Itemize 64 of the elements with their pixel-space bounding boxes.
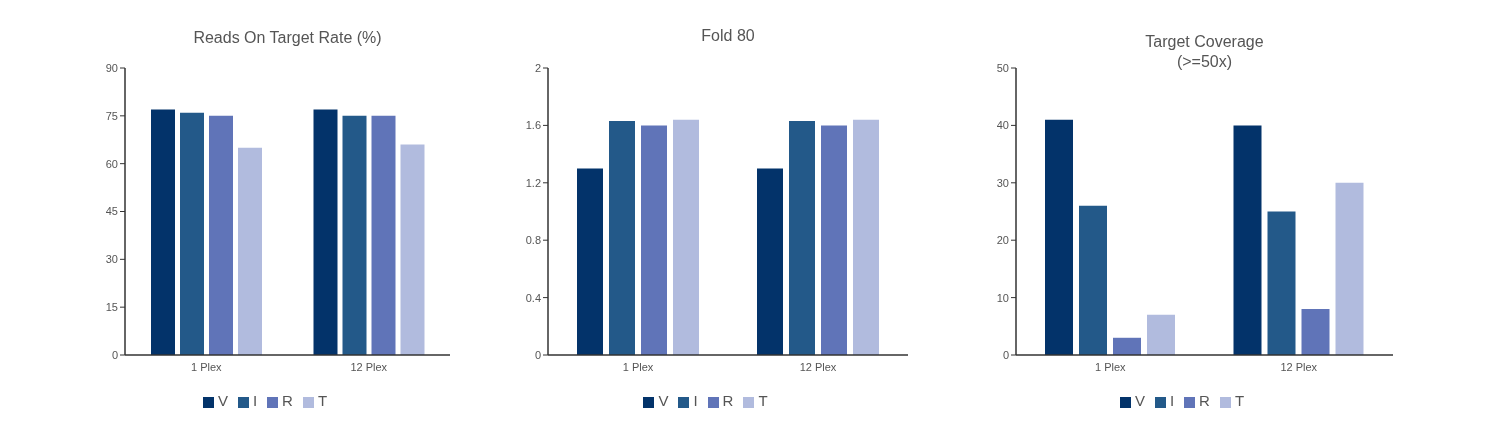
bar bbox=[673, 119, 699, 355]
legend-label: R bbox=[1199, 392, 1210, 409]
legend-label: T bbox=[1234, 392, 1245, 409]
y-tick-label: 0 bbox=[111, 348, 118, 361]
y-tick-label: 1.2 bbox=[525, 176, 541, 189]
bar bbox=[609, 121, 635, 355]
y-tick-label: 2 bbox=[534, 61, 541, 74]
legend-label: V bbox=[658, 392, 669, 409]
legend-label: V bbox=[217, 392, 228, 409]
bar bbox=[641, 125, 667, 355]
bar bbox=[1045, 119, 1073, 355]
x-tick-label: 1 Plex bbox=[622, 360, 654, 373]
y-tick-label: 0 bbox=[1002, 348, 1009, 361]
bar bbox=[821, 125, 847, 355]
y-tick-label: 20 bbox=[996, 234, 1009, 247]
bar bbox=[238, 147, 262, 355]
y-tick-label: 10 bbox=[996, 291, 1009, 304]
bar bbox=[313, 109, 338, 355]
legend-label: I bbox=[252, 392, 258, 409]
y-tick-label: 15 bbox=[105, 301, 118, 314]
x-tick-label: 1 Plex bbox=[1094, 360, 1127, 373]
legend-label: I bbox=[1169, 392, 1175, 409]
bar bbox=[151, 109, 175, 355]
bar bbox=[789, 121, 815, 355]
x-tick-label: 1 Plex bbox=[190, 360, 223, 373]
bar bbox=[400, 144, 425, 355]
bar bbox=[1113, 337, 1141, 355]
y-tick-label: 30 bbox=[996, 176, 1009, 189]
y-tick-label: 40 bbox=[996, 119, 1009, 132]
y-tick-label: 60 bbox=[105, 157, 118, 170]
x-tick-label: 12 Plex bbox=[799, 360, 837, 373]
bar bbox=[180, 112, 204, 355]
legend-label: V bbox=[1134, 392, 1145, 409]
chart-title: Reads On Target Rate (%) bbox=[192, 28, 383, 48]
bar bbox=[577, 168, 603, 355]
y-tick-label: 50 bbox=[996, 61, 1009, 74]
bar bbox=[209, 115, 233, 355]
y-tick-label: 1.6 bbox=[525, 119, 541, 132]
bar bbox=[757, 168, 783, 355]
legend-label: I bbox=[693, 392, 698, 409]
chart-title: Fold 80 bbox=[700, 26, 756, 46]
legend-label: T bbox=[758, 392, 768, 409]
y-tick-label: 0.4 bbox=[525, 291, 541, 304]
y-tick-label: 75 bbox=[105, 109, 118, 122]
legend-label: R bbox=[282, 392, 293, 409]
legend-label: R bbox=[722, 392, 734, 409]
bar bbox=[1335, 182, 1364, 355]
bar bbox=[1079, 205, 1107, 355]
y-tick-label: 0.8 bbox=[525, 234, 541, 247]
y-tick-label: 0 bbox=[534, 348, 541, 361]
y-tick-label: 90 bbox=[105, 61, 118, 74]
y-tick-label: 45 bbox=[105, 205, 118, 218]
bar bbox=[1301, 309, 1330, 355]
chart-title: Target Coverage (>=50x) bbox=[1144, 32, 1265, 72]
legend-label: T bbox=[317, 392, 328, 409]
bar bbox=[1267, 211, 1296, 355]
bar bbox=[371, 115, 396, 355]
bar bbox=[342, 115, 367, 355]
bar bbox=[1147, 314, 1175, 355]
bar bbox=[853, 119, 879, 355]
x-tick-label: 12 Plex bbox=[1280, 360, 1318, 373]
bar bbox=[1233, 125, 1262, 355]
y-tick-label: 30 bbox=[105, 253, 118, 266]
x-tick-label: 12 Plex bbox=[350, 360, 388, 373]
